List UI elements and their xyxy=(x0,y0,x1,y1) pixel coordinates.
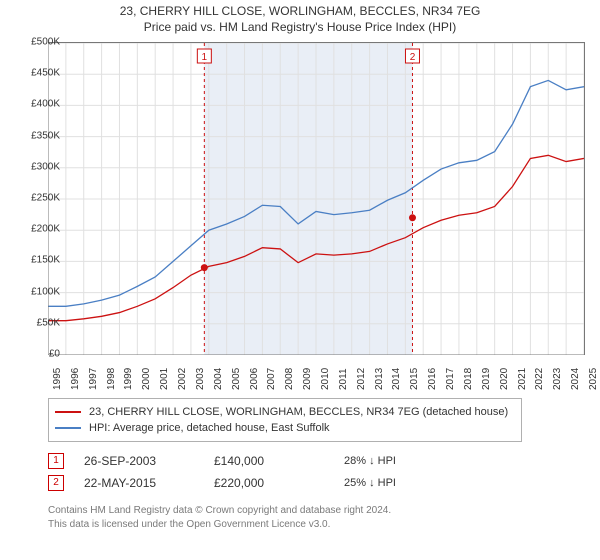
x-tick-label: 2022 xyxy=(534,368,545,390)
svg-text:1: 1 xyxy=(202,52,208,63)
y-tick-label: £300K xyxy=(12,161,60,172)
y-tick-label: £250K xyxy=(12,193,60,204)
chart-title: 23, CHERRY HILL CLOSE, WORLINGHAM, BECCL… xyxy=(0,4,600,18)
sale-price: £220,000 xyxy=(214,476,344,490)
x-tick-label: 2005 xyxy=(231,368,242,390)
attrib-line: This data is licensed under the Open Gov… xyxy=(48,518,391,532)
x-tick-label: 2004 xyxy=(213,368,224,390)
sale-delta: 25% ↓ HPI xyxy=(344,477,474,489)
legend-swatch-icon xyxy=(55,427,81,429)
x-tick-label: 2025 xyxy=(588,368,599,390)
x-tick-label: 2010 xyxy=(320,368,331,390)
x-tick-label: 1998 xyxy=(106,368,117,390)
x-tick-label: 2008 xyxy=(284,368,295,390)
x-tick-label: 2000 xyxy=(141,368,152,390)
plot-area: 12 xyxy=(48,42,585,355)
x-tick-label: 2018 xyxy=(463,368,474,390)
x-tick-label: 2013 xyxy=(374,368,385,390)
legend-row: 23, CHERRY HILL CLOSE, WORLINGHAM, BECCL… xyxy=(55,404,515,420)
sale-marker-icon: 1 xyxy=(48,453,64,469)
y-tick-label: £50K xyxy=(12,317,60,328)
sale-date: 22-MAY-2015 xyxy=(84,476,214,490)
x-tick-label: 2021 xyxy=(517,368,528,390)
x-tick-label: 2023 xyxy=(552,368,563,390)
chart-subtitle: Price paid vs. HM Land Registry's House … xyxy=(0,20,600,34)
sale-price: £140,000 xyxy=(214,454,344,468)
attrib-line: Contains HM Land Registry data © Crown c… xyxy=(48,504,391,518)
sale-date: 26-SEP-2003 xyxy=(84,454,214,468)
legend-box: 23, CHERRY HILL CLOSE, WORLINGHAM, BECCL… xyxy=(48,398,522,442)
sale-marker-icon: 2 xyxy=(48,475,64,491)
x-tick-label: 2012 xyxy=(356,368,367,390)
x-tick-label: 2007 xyxy=(266,368,277,390)
x-tick-label: 2014 xyxy=(391,368,402,390)
sale-row: 2 22-MAY-2015 £220,000 25% ↓ HPI xyxy=(48,472,474,494)
x-tick-label: 1997 xyxy=(88,368,99,390)
x-tick-label: 2015 xyxy=(409,368,420,390)
svg-text:2: 2 xyxy=(410,52,416,63)
legend-row: HPI: Average price, detached house, East… xyxy=(55,420,515,436)
y-tick-label: £0 xyxy=(12,349,60,360)
x-tick-label: 1999 xyxy=(123,368,134,390)
x-tick-label: 2020 xyxy=(499,368,510,390)
chart-svg: 12 xyxy=(48,43,584,355)
legend-label: 23, CHERRY HILL CLOSE, WORLINGHAM, BECCL… xyxy=(89,406,508,418)
x-tick-label: 2009 xyxy=(302,368,313,390)
x-tick-label: 1995 xyxy=(52,368,63,390)
x-tick-label: 2024 xyxy=(570,368,581,390)
sales-table: 1 26-SEP-2003 £140,000 28% ↓ HPI 2 22-MA… xyxy=(48,450,474,494)
x-tick-label: 2019 xyxy=(481,368,492,390)
legend-swatch-icon xyxy=(55,411,81,413)
y-tick-label: £100K xyxy=(12,286,60,297)
x-tick-label: 2006 xyxy=(249,368,260,390)
legend-label: HPI: Average price, detached house, East… xyxy=(89,422,330,434)
x-tick-label: 2011 xyxy=(338,368,349,390)
sale-row: 1 26-SEP-2003 £140,000 28% ↓ HPI xyxy=(48,450,474,472)
x-tick-label: 2001 xyxy=(159,368,170,390)
y-tick-label: £150K xyxy=(12,255,60,266)
x-tick-label: 2016 xyxy=(427,368,438,390)
y-tick-label: £200K xyxy=(12,224,60,235)
y-tick-label: £450K xyxy=(12,68,60,79)
x-tick-label: 2017 xyxy=(445,368,456,390)
y-tick-label: £400K xyxy=(12,99,60,110)
attribution: Contains HM Land Registry data © Crown c… xyxy=(48,504,391,532)
x-tick-label: 1996 xyxy=(70,368,81,390)
x-tick-label: 2003 xyxy=(195,368,206,390)
y-tick-label: £350K xyxy=(12,130,60,141)
x-tick-label: 2002 xyxy=(177,368,188,390)
sale-delta: 28% ↓ HPI xyxy=(344,455,474,467)
y-tick-label: £500K xyxy=(12,37,60,48)
